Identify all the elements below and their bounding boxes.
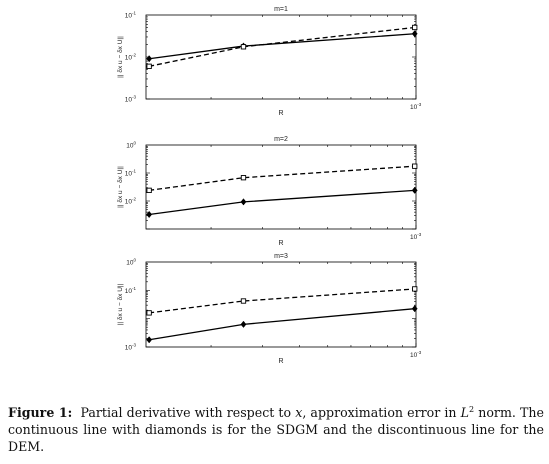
chart-title: m=2 (274, 136, 288, 143)
y-tick-label: 100 (126, 141, 136, 150)
x-tick-label: 10-3 (410, 232, 422, 241)
chart-title: m=1 (274, 6, 288, 13)
y-tick-label: 10-1 (125, 286, 137, 295)
y-tick-exponent: -1 (132, 169, 136, 174)
square-marker (146, 63, 152, 69)
square-marker (240, 44, 247, 50)
axes-frame (145, 261, 417, 348)
y-tick-exponent: -3 (132, 343, 136, 348)
diamond-marker (146, 336, 153, 344)
caption-variable-x: x (295, 405, 303, 420)
y-tick-label: 10-3 (125, 343, 137, 352)
square-marker (412, 286, 418, 292)
y-tick-label: 10-3 (125, 95, 137, 104)
y-tick-label: 100 (126, 258, 136, 267)
diamond-marker (146, 55, 153, 63)
square-marker (146, 310, 152, 316)
x-tick-label: 10-3 (410, 102, 422, 111)
square-marker (412, 163, 418, 169)
caption-variable-l: L (460, 405, 470, 420)
x-axis-label: R (278, 110, 283, 117)
x-tick-exponent: -3 (417, 350, 421, 355)
y-tick-exponent: -1 (132, 286, 136, 291)
y-tick-exponent: -1 (132, 11, 136, 16)
y-tick-exponent: -2 (132, 53, 136, 58)
chart-panel-1: 10-1 10-2 10-3 10-3 m=1 R || δx u − δx U|| (117, 6, 422, 117)
y-tick-exponent: 0 (133, 141, 136, 146)
figure-caption: Figure 1: Partial derivative with respec… (8, 404, 544, 455)
axes-frame (145, 14, 417, 100)
y-axis-label: || δx u − δx U|| (117, 166, 124, 208)
dashed-line-series (149, 26, 415, 67)
square-marker (240, 298, 247, 304)
x-tick-label: 10-3 (410, 350, 422, 359)
axes-frame (145, 144, 417, 230)
chart-panel-3: 100 10-1 10-3 10-3 m=3 R || δx u − δx U|| (117, 253, 422, 365)
solid-line-series (149, 308, 415, 341)
caption-superscript: 2 (469, 405, 475, 414)
caption-label: Figure 1: (8, 405, 73, 420)
y-tick-label: 10-1 (125, 169, 137, 178)
diamond-marker (411, 186, 418, 194)
y-tick-label: 10-1 (125, 11, 137, 20)
chart-title: m=3 (274, 253, 288, 260)
solid-line-series (149, 189, 415, 216)
caption-text-2: , approximation error in (302, 405, 461, 420)
x-axis-label: R (278, 358, 283, 365)
y-axis-label: || δx u − δx U|| (117, 36, 124, 78)
solid-line-series (149, 33, 415, 60)
y-tick-exponent: -3 (132, 95, 136, 100)
y-tick-exponent: 0 (133, 258, 136, 263)
caption-text-1: Partial derivative with respect to (80, 405, 296, 420)
diamond-marker (411, 30, 418, 38)
diamond-marker (240, 320, 247, 328)
chart-panel-2: 100 10-1 10-2 10-3 m=2 R || δx u − δx U|| (117, 136, 422, 247)
y-tick-exponent: -2 (132, 197, 136, 202)
x-axis-label: R (278, 240, 283, 247)
diamond-marker (146, 210, 153, 219)
dashed-line-series (149, 165, 415, 191)
square-marker (412, 24, 418, 31)
square-marker (240, 175, 247, 181)
dashed-line-series (149, 288, 415, 314)
square-marker (146, 187, 152, 194)
x-tick-exponent: -3 (417, 102, 421, 107)
figure: 10-110-210-310-3m=1R|| δx u − δx U||1001… (117, 6, 422, 365)
diamond-marker (411, 305, 418, 313)
caption-text-3: norm. The continuous line with diamonds … (8, 405, 544, 454)
y-tick-label: 10-2 (125, 53, 137, 62)
diamond-marker (240, 198, 247, 206)
x-tick-exponent: -3 (417, 232, 421, 237)
y-tick-label: 10-2 (125, 197, 137, 206)
y-axis-label: || δx u − δx U|| (117, 283, 124, 325)
